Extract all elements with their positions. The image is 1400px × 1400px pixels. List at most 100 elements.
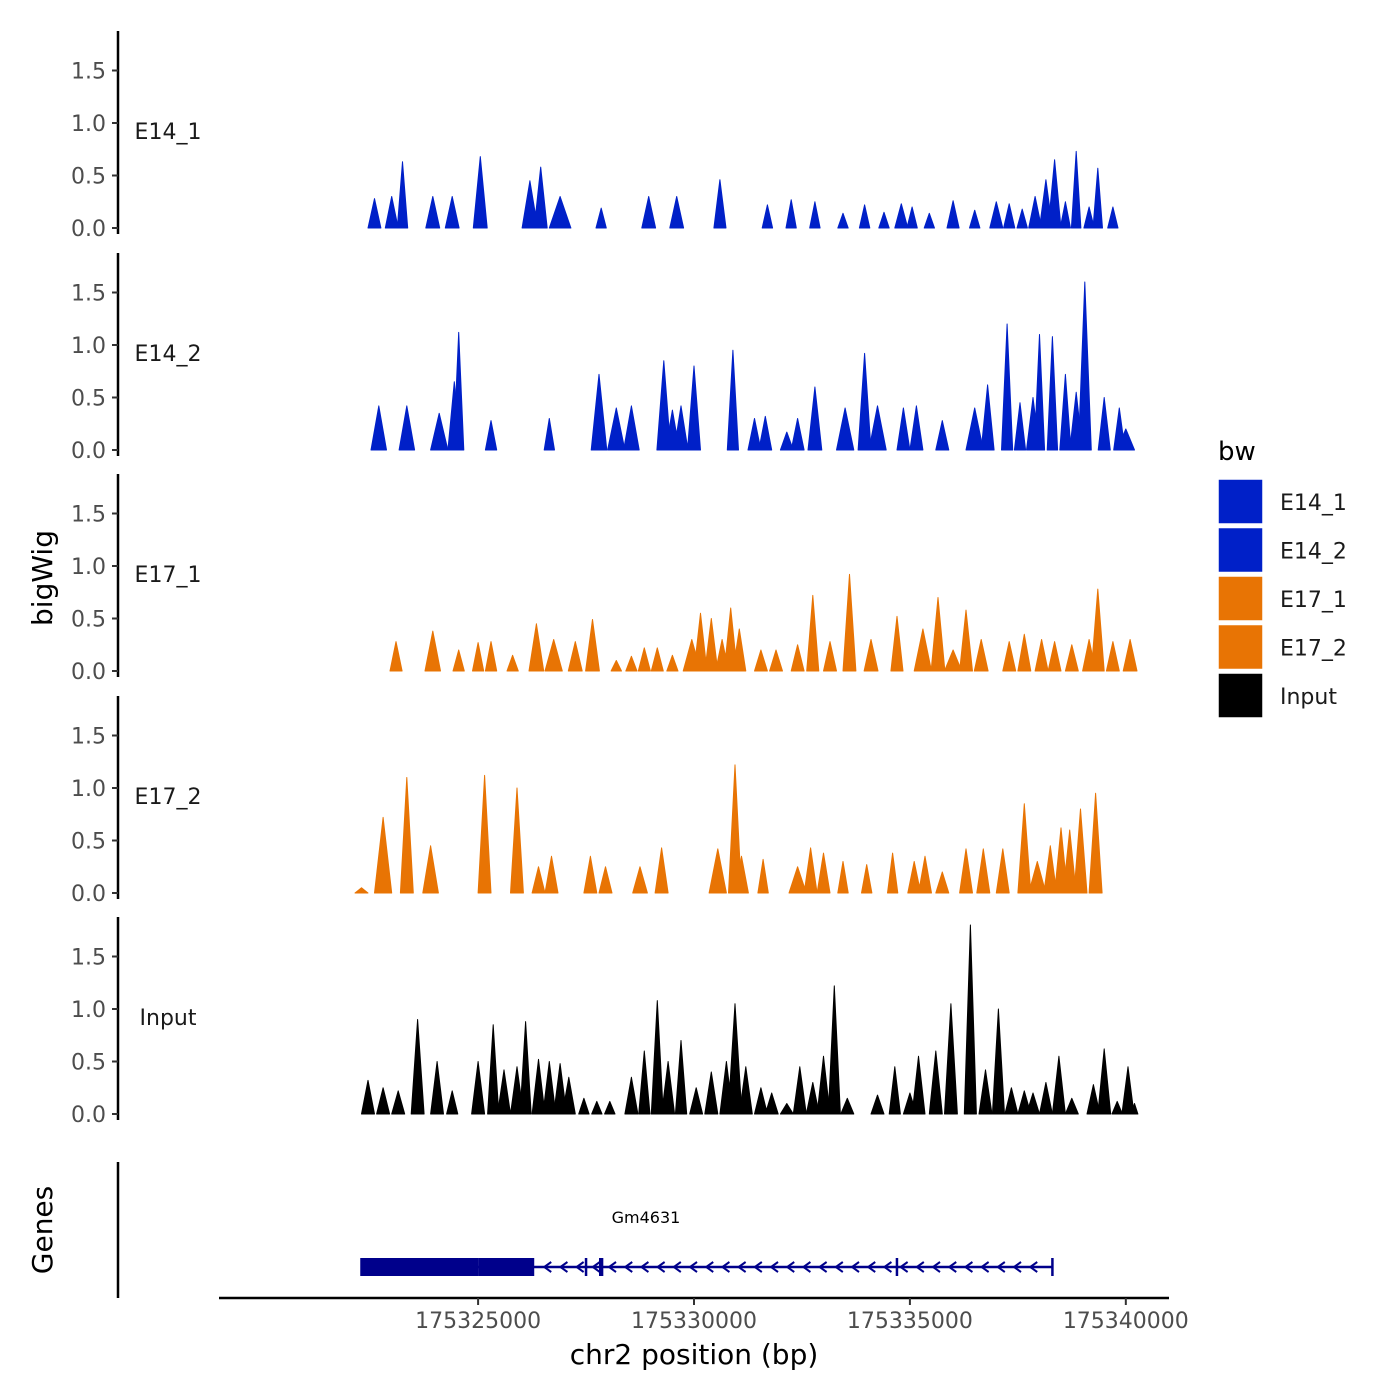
strand-arrow <box>753 1261 763 1273</box>
coverage-peak <box>607 407 626 451</box>
coverage-peak <box>506 654 519 672</box>
coverage-peak <box>625 655 638 672</box>
coverage-peak <box>754 649 768 672</box>
coverage-peak <box>708 848 727 894</box>
gene-exon-block <box>361 1258 479 1276</box>
coverage-peak <box>726 349 739 451</box>
coverage-peak <box>965 407 984 451</box>
coverage-peak <box>1054 827 1068 894</box>
coverage-peak <box>823 641 837 672</box>
coverage-peak <box>424 630 441 672</box>
coverage-peak <box>747 418 762 451</box>
coverage-peak <box>935 420 950 451</box>
coverage-peak <box>1073 808 1088 894</box>
coverage-peak <box>1062 829 1077 894</box>
legend-key-e17-2 <box>1217 623 1264 671</box>
coverage-peak <box>484 420 498 451</box>
coverage-peak <box>430 412 449 451</box>
coverage-peak <box>650 1000 664 1115</box>
coverage-peak <box>472 642 485 672</box>
coverage-peak <box>785 199 797 229</box>
coverage-peak <box>531 1058 546 1115</box>
coverage-peak <box>1111 1100 1123 1115</box>
coverage-peak <box>1086 1084 1101 1115</box>
coverage-peak <box>907 861 922 894</box>
coverage-peak <box>544 855 559 894</box>
strand-arrow <box>542 1261 552 1273</box>
coverage-peak <box>528 623 545 672</box>
coverage-peak <box>1001 323 1014 451</box>
y-tick-label: 0.0 <box>71 439 106 464</box>
track-e17-2: 0.0 0.5 1.0 1.5 E17_2 <box>71 696 1103 907</box>
track-label: E14_1 <box>135 120 202 145</box>
coverage-peak <box>1003 203 1016 229</box>
y-tick-label: 1.0 <box>71 998 106 1023</box>
x-axis: 175325000 175330000 175335000 175340000 <box>219 1296 1189 1334</box>
coverage-peak <box>583 855 598 894</box>
y-tick-label: 1.5 <box>71 725 106 750</box>
track-label: Input <box>140 1006 197 1031</box>
coverage-peak <box>497 1069 511 1115</box>
coverage-peak <box>805 1082 820 1115</box>
coverage-peak <box>595 207 607 229</box>
x-tick-label: 175325000 <box>415 1309 541 1334</box>
coverage-peak <box>674 1040 688 1115</box>
coverage-peak <box>758 415 773 451</box>
legend-key-e17-1 <box>1217 575 1264 622</box>
coverage-peak <box>868 405 887 451</box>
strand-arrow <box>801 1261 812 1273</box>
coverage-peak <box>531 866 546 894</box>
gene-exon-block <box>599 1258 604 1276</box>
coverage-peak <box>1026 1092 1040 1115</box>
coverage-peak <box>661 1061 676 1115</box>
coverage-peak <box>1047 159 1062 229</box>
coverage-peak <box>370 405 387 451</box>
coverage-peak <box>878 211 890 229</box>
coverage-peak <box>1039 1082 1053 1115</box>
coverage-peak <box>1122 639 1138 672</box>
coverage-peak <box>888 1066 901 1115</box>
coverage-peak <box>430 1061 444 1115</box>
strand-arrow <box>785 1261 795 1273</box>
coverage-peak <box>1016 208 1028 229</box>
coverage-peak <box>887 852 899 894</box>
coverage-peak <box>1064 644 1079 672</box>
legend-key-input <box>1217 672 1264 719</box>
y-tick-label: 1.0 <box>71 334 106 359</box>
coverage-peak <box>533 166 548 229</box>
track-label: E14_2 <box>135 342 202 367</box>
x-tick-label: 175335000 <box>847 1309 973 1334</box>
coverage-peak <box>963 924 977 1115</box>
coverage-peak <box>477 774 492 894</box>
coverage-peak <box>598 866 613 894</box>
coverage-peak <box>510 1066 524 1115</box>
coverage-peak <box>734 855 749 894</box>
strand-arrow <box>720 1261 731 1273</box>
coverage-peak <box>553 1063 568 1115</box>
coverage-peak <box>384 196 399 229</box>
strand-arrow <box>655 1261 666 1273</box>
coverage-peak <box>453 331 465 451</box>
y-tick-label: 1.0 <box>71 555 106 580</box>
x-tick-label: 175330000 <box>631 1309 757 1334</box>
y-tick-label: 0.5 <box>71 1051 106 1076</box>
strand-arrow <box>769 1261 779 1273</box>
coverage-peak <box>1077 281 1092 451</box>
coverage-peak <box>543 418 555 451</box>
coverage-peak <box>361 1079 375 1115</box>
coverage-peak <box>637 647 651 672</box>
strand-arrow <box>898 1261 909 1273</box>
track-label: E17_2 <box>135 785 202 810</box>
strand-arrow <box>1028 1261 1038 1273</box>
coverage-peak <box>944 649 963 672</box>
coverage-peak <box>806 594 820 672</box>
coverage-peak <box>641 196 657 229</box>
strand-arrow <box>850 1261 860 1273</box>
coverage-peak <box>391 1090 406 1115</box>
coverage-peak <box>1107 206 1119 229</box>
strand-arrow <box>704 1261 714 1273</box>
coverage-peak <box>837 212 849 229</box>
coverage-peak <box>858 204 871 229</box>
coverage-peak <box>1097 1048 1112 1115</box>
coverage-peak <box>1047 641 1062 672</box>
